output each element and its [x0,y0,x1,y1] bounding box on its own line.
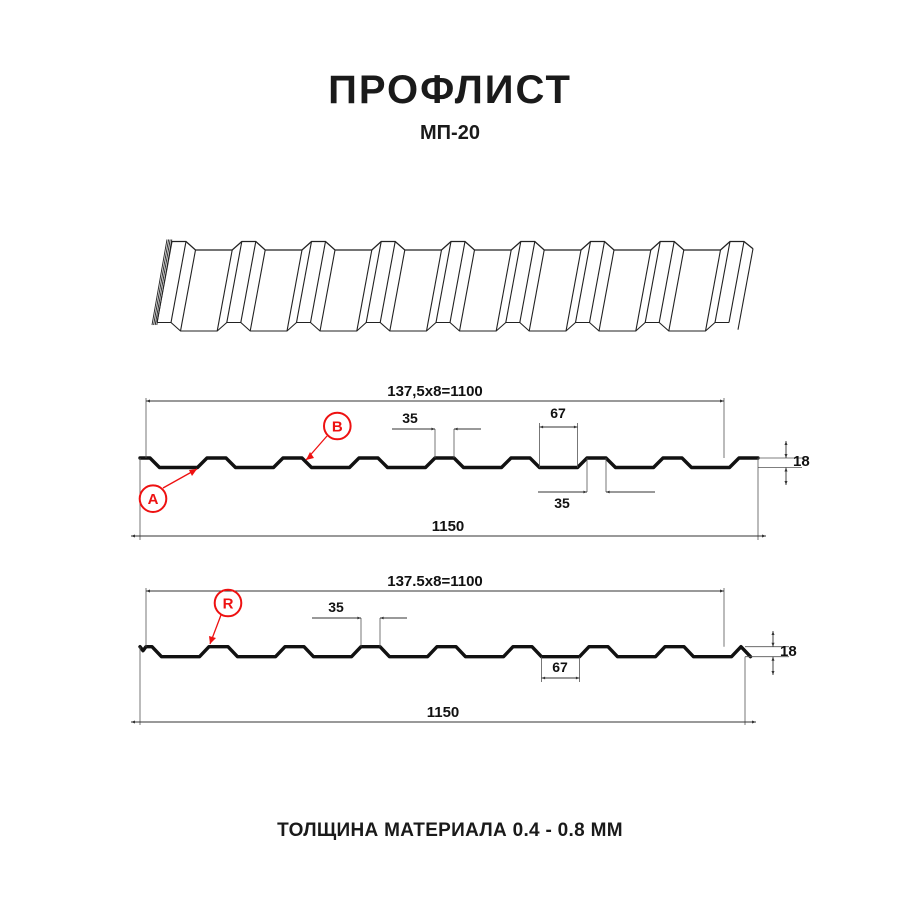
svg-text:137.5x8=1100: 137.5x8=1100 [387,573,483,590]
svg-text:18: 18 [780,643,797,660]
svg-text:35: 35 [328,599,344,615]
svg-text:67: 67 [552,659,568,675]
svg-text:R: R [223,596,234,613]
svg-text:1150: 1150 [427,704,460,721]
